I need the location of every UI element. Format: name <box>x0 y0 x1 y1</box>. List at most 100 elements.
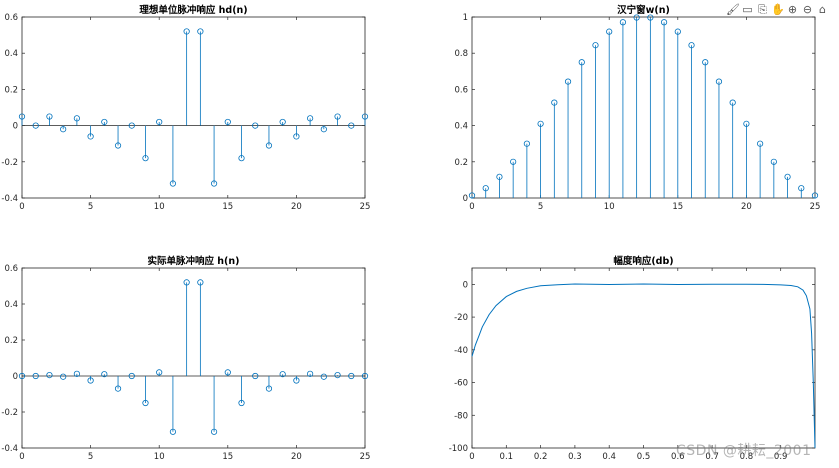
y-tick-label: 0.6 <box>454 85 468 95</box>
stem-marker <box>156 369 163 376</box>
stem-marker <box>348 122 355 129</box>
axes-box <box>21 16 366 199</box>
stem-marker <box>87 377 94 384</box>
data-tip-icon[interactable]: ▭ <box>742 2 753 16</box>
y-tick-label: 0.2 <box>4 336 18 346</box>
stem-marker <box>238 155 245 162</box>
stem-marker <box>564 78 572 85</box>
y-tick-label: 0.6 <box>4 13 18 23</box>
x-tick-label: 20 <box>291 452 302 462</box>
stem-marker <box>169 428 177 435</box>
stem-marker <box>46 113 53 120</box>
stem-marker <box>293 133 300 140</box>
stem-marker <box>674 28 681 35</box>
x-tick-label: 0.3 <box>568 452 582 462</box>
chart-2: 汉宁窗w(n) 0 5 10 15 20 25 0 0.2 0.4 0.6 0.8 1 <box>454 4 820 212</box>
figure-toolbar: 🖌 ▭ ⎘ ✋ ⊕ ⊖ ⌂ <box>726 2 829 16</box>
stem-marker <box>334 113 341 120</box>
y-tick-label: -0.2 <box>1 408 18 418</box>
chart-title: 理想单位脉冲响应 hd(n) <box>139 4 247 16</box>
y-tick-label: 1 <box>463 13 468 23</box>
y-tick-label: 0.2 <box>454 158 468 168</box>
chart-title: 汉宁窗w(n) <box>617 4 670 16</box>
stem-marker <box>197 28 204 35</box>
stem-marker <box>156 118 163 126</box>
y-tick-label: 0 <box>463 280 468 290</box>
stem-marker <box>197 279 204 286</box>
y-tick-label: -20 <box>454 313 468 323</box>
series-line <box>471 283 816 449</box>
x-tick-label: 25 <box>360 202 371 212</box>
chart-4: 幅度响应(db) 0 0.1 0.2 0.3 0.4 0.5 0.6 0.7 0.8 0.9 -100… <box>449 255 816 462</box>
x-tick-label: 0 <box>469 202 474 212</box>
stem-marker <box>320 373 327 380</box>
stem-marker <box>142 155 149 162</box>
stem-marker <box>101 118 108 126</box>
stem-marker <box>238 399 245 407</box>
stem-marker <box>619 19 627 26</box>
stem-marker <box>183 279 190 286</box>
stem-marker <box>210 428 218 435</box>
stem-marker <box>18 113 26 120</box>
stem-marker <box>523 140 530 147</box>
x-tick-label: 0 <box>469 452 474 462</box>
zoom-in-icon[interactable]: ⊕ <box>787 2 798 16</box>
x-tick-label: 15 <box>222 452 233 462</box>
x-tick-label: 10 <box>154 202 165 212</box>
x-tick-label: 0.6 <box>671 452 685 462</box>
stem-marker <box>757 140 764 147</box>
export-icon[interactable]: ⎘ <box>758 2 767 16</box>
stem-marker <box>482 185 489 192</box>
brush-icon[interactable]: 🖌 <box>726 2 740 16</box>
stem-marker <box>510 158 517 165</box>
stem-marker <box>73 370 80 377</box>
x-tick-label: 25 <box>810 202 821 212</box>
stem-marker <box>811 192 819 199</box>
x-tick-label: 15 <box>222 202 233 212</box>
stem-marker <box>265 385 273 392</box>
stem-marker <box>592 42 599 49</box>
x-tick-label: 0.4 <box>602 452 616 462</box>
y-tick-label: 0.4 <box>4 49 18 59</box>
zoom-out-icon[interactable]: ⊖ <box>802 2 813 16</box>
y-tick-label: 0.6 <box>4 264 18 274</box>
y-tick-label: 0 <box>13 122 18 132</box>
stem-marker <box>114 142 122 149</box>
x-tick-label: 0 <box>19 452 24 462</box>
stem-marker <box>252 122 259 129</box>
stem-marker <box>537 120 544 127</box>
y-tick-label: -100 <box>449 444 468 454</box>
stem-marker <box>169 180 177 187</box>
x-tick-label: 10 <box>604 202 615 212</box>
stem-marker <box>128 372 135 380</box>
stem-marker <box>647 14 654 21</box>
stem-marker <box>252 372 259 380</box>
stem-marker <box>715 78 723 85</box>
stem-marker <box>551 99 558 106</box>
home-icon[interactable]: ⌂ <box>819 2 826 16</box>
stem-marker <box>729 99 736 106</box>
y-tick-label: -0.2 <box>1 158 18 168</box>
stem-marker <box>496 173 503 180</box>
y-tick-label: 0.4 <box>454 122 468 132</box>
stem-marker <box>101 371 108 378</box>
axes-box <box>471 16 816 199</box>
stem-marker <box>60 373 67 380</box>
x-tick-label: 0 <box>19 202 24 212</box>
y-tick-label: 0 <box>463 194 468 204</box>
x-tick-label: 25 <box>360 452 371 462</box>
stem-marker <box>702 59 709 66</box>
x-tick-label: 0.7 <box>705 452 719 462</box>
stem-marker <box>293 377 300 384</box>
stem-marker <box>210 180 218 187</box>
x-tick-label: 5 <box>538 202 543 212</box>
pan-icon[interactable]: ✋ <box>771 2 785 16</box>
stem-marker <box>73 115 80 122</box>
chart-1: 理想单位脉冲响应 hd(n) 0 5 10 15 20 25 -0.4 -0.2 0 0.2 0.4 0… <box>1 4 370 212</box>
stem-marker <box>18 372 26 380</box>
stem-marker <box>224 118 231 126</box>
stem-marker <box>334 371 341 379</box>
x-tick-label: 0.9 <box>774 452 788 462</box>
stem-marker <box>798 185 805 192</box>
